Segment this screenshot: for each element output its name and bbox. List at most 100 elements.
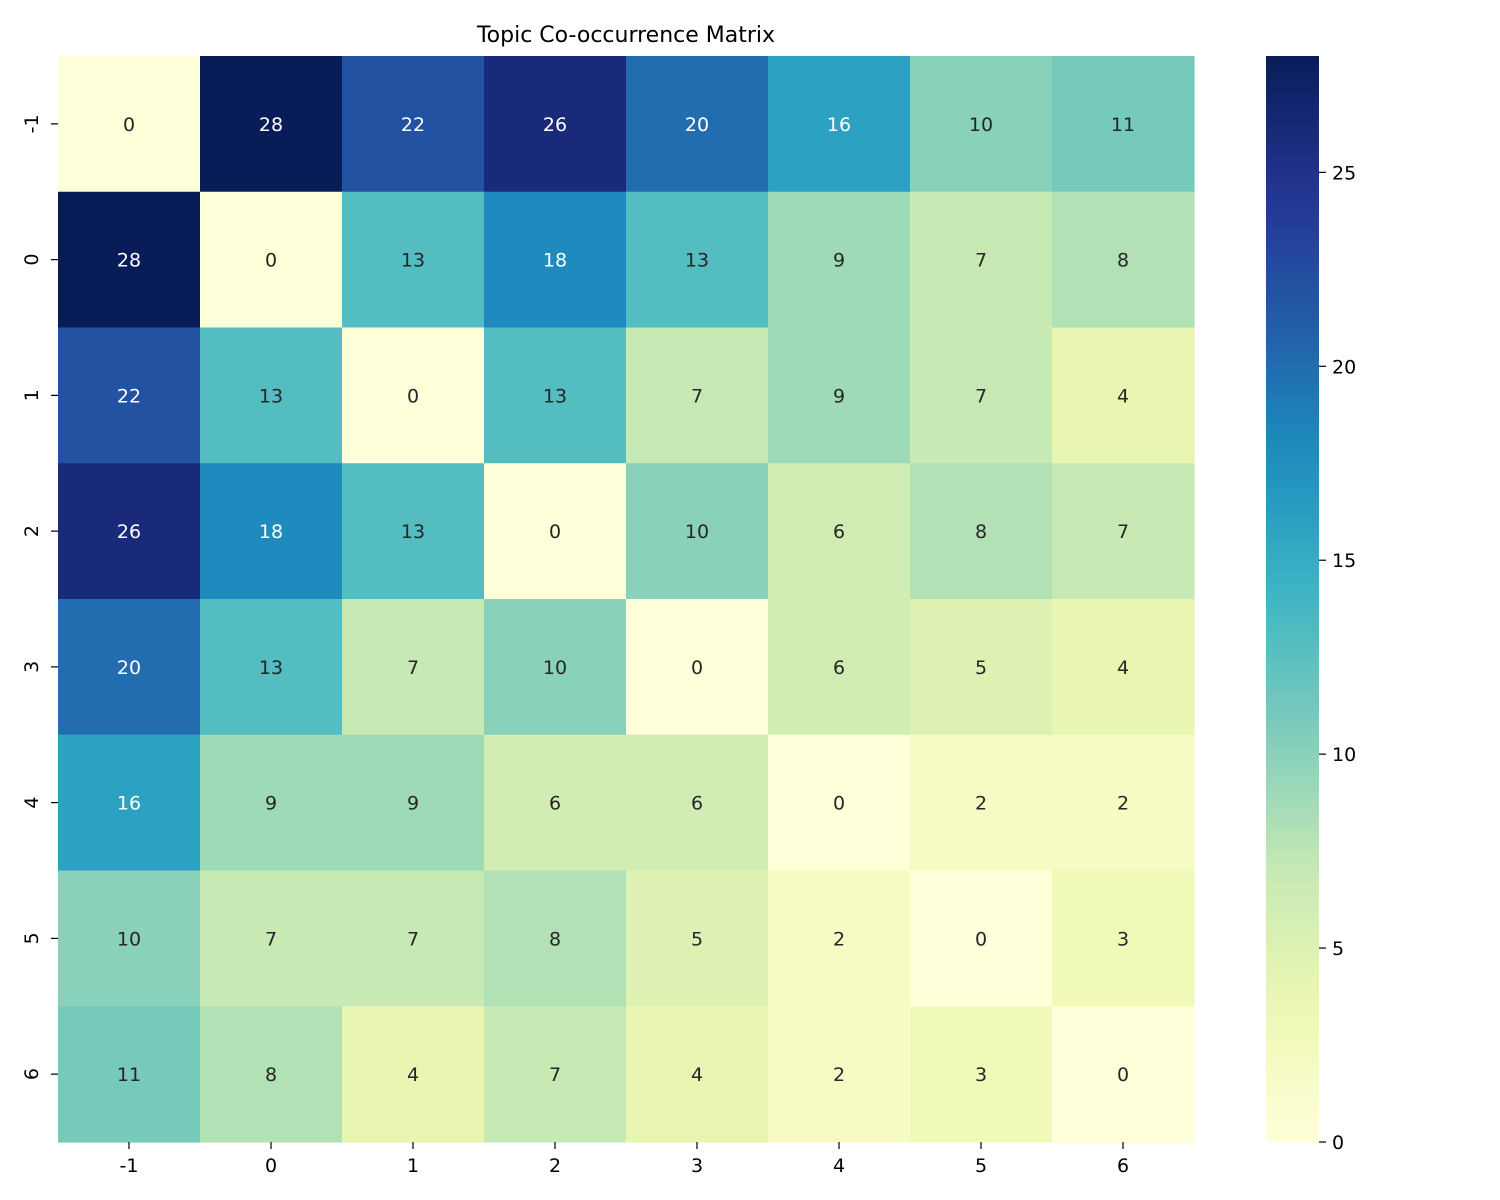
heatmap-cell: [910, 870, 1053, 1007]
y-tick-label: 1: [21, 389, 43, 401]
heatmap-cell: [342, 1006, 485, 1143]
cell-value-label: 10: [543, 657, 567, 679]
heatmap-cell: [342, 327, 485, 464]
cell-value-label: 20: [685, 114, 709, 136]
x-tick-label: 6: [1117, 1155, 1129, 1177]
heatmap-cell: [910, 463, 1053, 600]
cell-value-label: 28: [117, 250, 141, 272]
heatmap-cell: [200, 56, 343, 193]
colorbar-tick-label: 10: [1332, 744, 1356, 766]
cell-value-label: 8: [975, 521, 987, 543]
heatmap-cell: [1052, 1006, 1195, 1143]
cell-value-label: 13: [401, 521, 425, 543]
heatmap-cell: [626, 599, 769, 736]
heatmap-cell: [58, 599, 201, 736]
heatmap-cell: [768, 1006, 911, 1143]
cell-value-label: 6: [691, 793, 703, 815]
heatmap-cell: [626, 463, 769, 600]
cell-value-label: 2: [833, 1064, 845, 1086]
colorbar-gradient: [1266, 56, 1319, 1142]
y-tick-label: 4: [21, 797, 43, 809]
cell-value-label: 4: [1117, 385, 1129, 407]
heatmap-cell: [768, 327, 911, 464]
heatmap-cell: [910, 327, 1053, 464]
heatmap-cell: [1052, 463, 1195, 600]
heatmap-cell: [910, 191, 1053, 329]
x-tick-label: 3: [691, 1155, 703, 1177]
cell-value-label: 4: [1117, 657, 1129, 679]
cell-value-label: 11: [1111, 114, 1135, 136]
heatmap-cell: [1052, 327, 1195, 464]
cell-value-label: 10: [117, 928, 141, 950]
y-tick-label: 6: [21, 1068, 43, 1080]
heatmap-cell: [910, 734, 1053, 872]
cell-value-label: 16: [117, 793, 141, 815]
heatmap-cell: [910, 56, 1053, 193]
cell-value-label: 0: [123, 114, 135, 136]
x-tick-label: 4: [833, 1155, 845, 1177]
cell-value-label: 9: [407, 793, 419, 815]
cell-value-label: 0: [407, 385, 419, 407]
cell-value-label: 13: [401, 250, 425, 272]
heatmap-cell: [484, 327, 627, 464]
cell-value-label: 22: [117, 385, 141, 407]
heatmap-cell: [484, 1006, 627, 1143]
cell-value-label: 13: [685, 250, 709, 272]
cell-value-label: 5: [691, 928, 703, 950]
chart-title: Topic Co-occurrence Matrix: [476, 23, 775, 48]
cell-value-label: 0: [975, 928, 987, 950]
cell-value-label: 26: [117, 521, 141, 543]
cell-value-label: 2: [833, 928, 845, 950]
heatmap-cell: [342, 870, 485, 1007]
heatmap-cell: [484, 463, 627, 600]
cell-value-label: 3: [1117, 928, 1129, 950]
colorbar-tick-label: 15: [1332, 550, 1356, 572]
heatmap-cell: [200, 1006, 343, 1143]
heatmap-cell: [626, 870, 769, 1007]
heatmap-cell: [484, 870, 627, 1007]
y-tick-label: 3: [21, 661, 43, 673]
heatmap-cell: [342, 734, 485, 872]
cell-value-label: 10: [685, 521, 709, 543]
heatmap-cell: [626, 1006, 769, 1143]
heatmap-cell: [484, 734, 627, 872]
cell-value-label: 4: [407, 1064, 419, 1086]
heatmap-cell: [58, 734, 201, 872]
cell-value-label: 16: [827, 114, 851, 136]
cell-value-label: 11: [117, 1064, 141, 1086]
cell-value-label: 7: [549, 1064, 561, 1086]
heatmap-cell: [626, 327, 769, 464]
cell-value-label: 6: [833, 521, 845, 543]
cell-value-label: 7: [975, 250, 987, 272]
cell-value-label: 13: [543, 385, 567, 407]
cell-value-label: 7: [265, 928, 277, 950]
cell-value-label: 7: [407, 657, 419, 679]
heatmap-cell: [342, 599, 485, 736]
heatmap-cell: [910, 599, 1053, 736]
heatmap-cell: [58, 870, 201, 1007]
heatmap-cell: [910, 1006, 1053, 1143]
x-tick-label: 5: [975, 1155, 987, 1177]
heatmap-cell: [58, 327, 201, 464]
heatmap-cell: [626, 56, 769, 193]
heatmap-cell: [768, 599, 911, 736]
heatmap-cell: [484, 56, 627, 193]
colorbar: 0 5 10 15 20 25: [1266, 56, 1356, 1154]
cell-value-label: 7: [1117, 521, 1129, 543]
cell-value-label: 2: [1117, 793, 1129, 815]
cell-value-label: 3: [975, 1064, 987, 1086]
heatmap-cell: [58, 1006, 201, 1143]
cell-value-label: 5: [975, 657, 987, 679]
cell-value-label: 0: [1117, 1064, 1129, 1086]
y-axis: -1 0 1 2 3 4 5 6: [21, 114, 58, 1080]
cell-value-label: 8: [549, 928, 561, 950]
heatmap-cell: [1052, 191, 1195, 329]
cell-value-label: 4: [691, 1064, 703, 1086]
heatmap-cell: [58, 463, 201, 600]
cell-value-label: 7: [407, 928, 419, 950]
heatmap-cell: [626, 734, 769, 872]
heatmap-cell: [768, 191, 911, 329]
colorbar-tick-label: 0: [1332, 1132, 1344, 1154]
heatmap-cell: [200, 734, 343, 872]
x-tick-label: 1: [407, 1155, 419, 1177]
